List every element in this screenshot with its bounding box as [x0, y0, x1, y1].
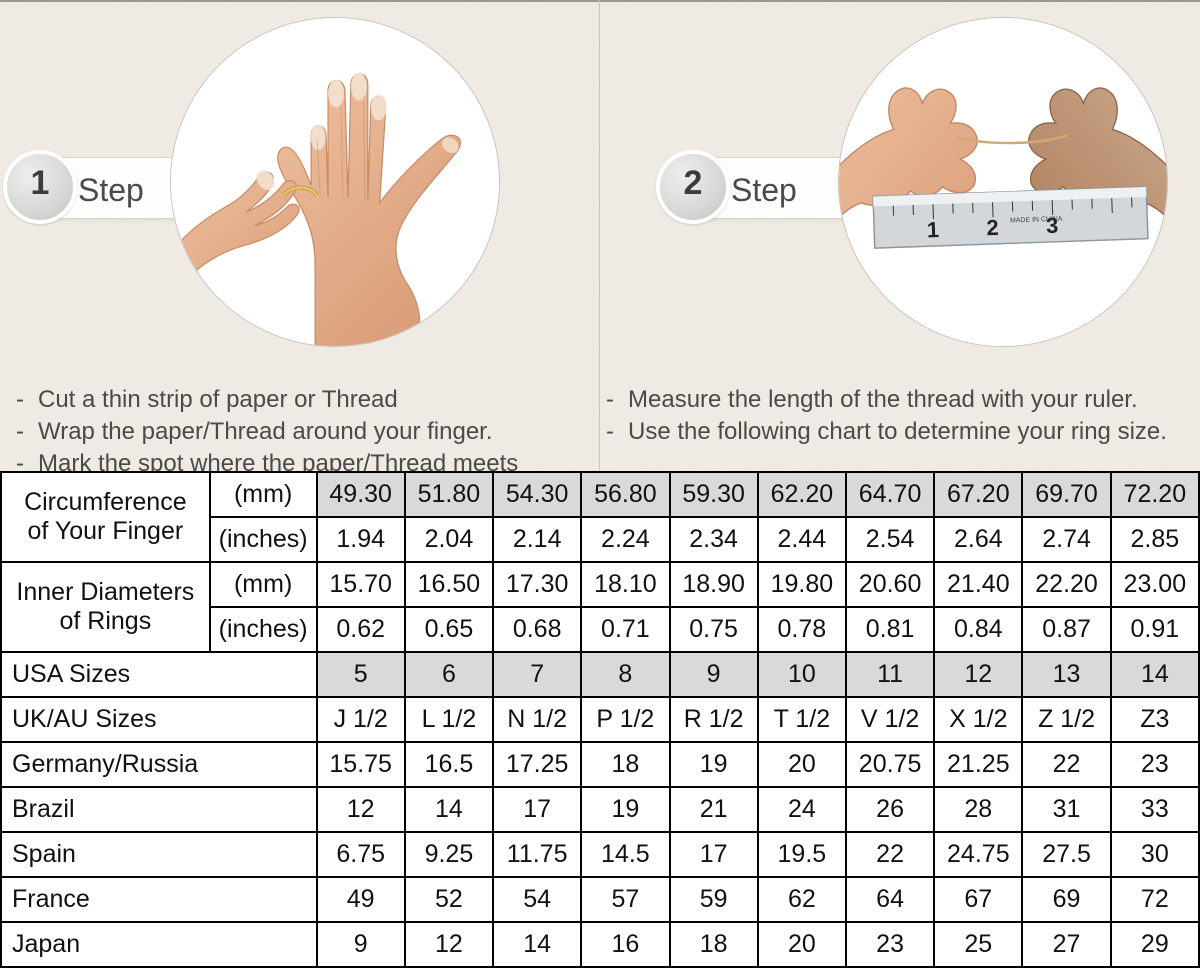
- svg-text:2: 2: [986, 215, 999, 240]
- svg-text:1: 1: [926, 217, 939, 242]
